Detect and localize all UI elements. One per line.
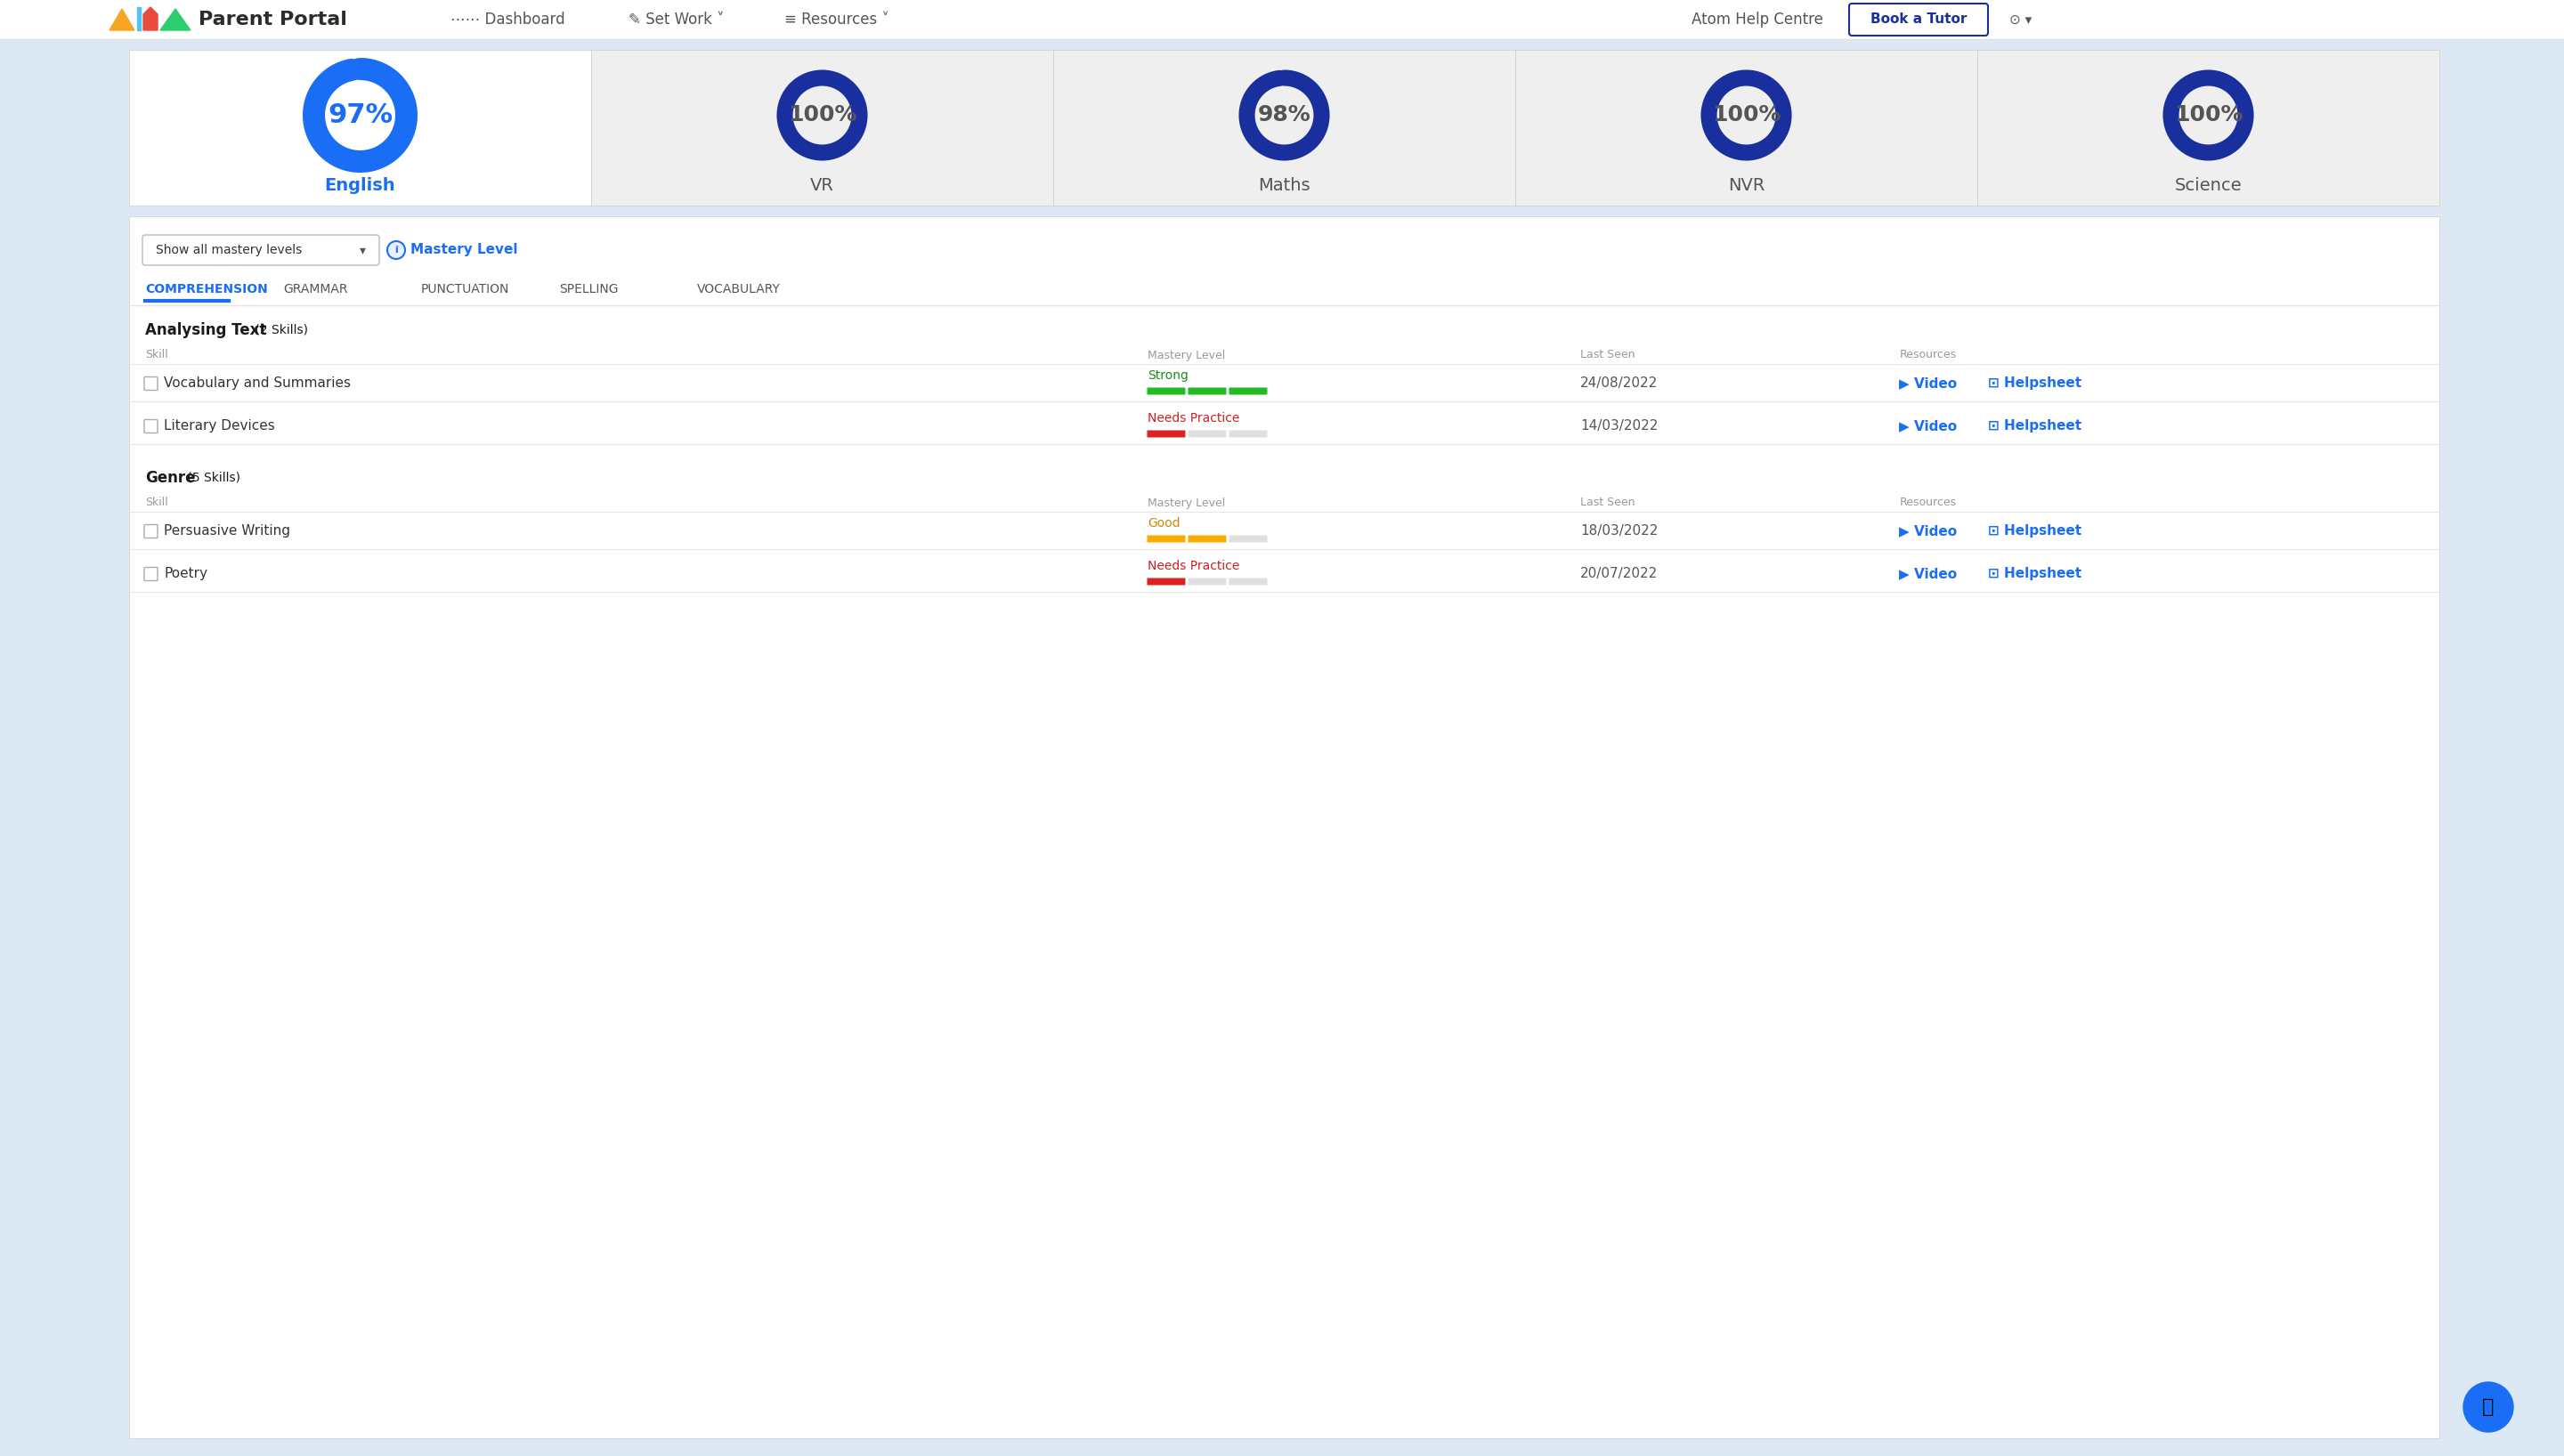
Text: 24/08/2022: 24/08/2022 bbox=[1579, 377, 1659, 390]
Polygon shape bbox=[136, 7, 141, 31]
Text: ⊡ Helpsheet: ⊡ Helpsheet bbox=[1987, 419, 2082, 432]
Text: 98%: 98% bbox=[1256, 105, 1310, 125]
FancyBboxPatch shape bbox=[1977, 50, 2438, 205]
Text: 18/03/2022: 18/03/2022 bbox=[1579, 524, 1659, 537]
Polygon shape bbox=[159, 9, 190, 31]
Text: VOCABULARY: VOCABULARY bbox=[697, 282, 779, 296]
Text: GRAMMAR: GRAMMAR bbox=[282, 282, 349, 296]
Text: PUNCTUATION: PUNCTUATION bbox=[420, 282, 510, 296]
Text: Strong: Strong bbox=[1149, 370, 1187, 381]
Text: Good: Good bbox=[1149, 517, 1179, 530]
FancyBboxPatch shape bbox=[1054, 50, 1515, 205]
FancyBboxPatch shape bbox=[0, 0, 2564, 39]
Text: 20/07/2022: 20/07/2022 bbox=[1579, 568, 1659, 581]
Text: Mastery Level: Mastery Level bbox=[410, 243, 518, 256]
Text: Resources: Resources bbox=[1900, 496, 1956, 508]
Text: Mastery Level: Mastery Level bbox=[1149, 496, 1226, 508]
FancyBboxPatch shape bbox=[144, 377, 156, 390]
Text: 100%: 100% bbox=[1713, 105, 1782, 125]
Polygon shape bbox=[144, 7, 156, 31]
FancyBboxPatch shape bbox=[1146, 387, 1185, 395]
FancyBboxPatch shape bbox=[1849, 3, 1987, 35]
Text: ▾: ▾ bbox=[359, 243, 367, 256]
FancyBboxPatch shape bbox=[1187, 431, 1226, 437]
Text: (5 Skills): (5 Skills) bbox=[182, 472, 241, 485]
Text: SPELLING: SPELLING bbox=[559, 282, 618, 296]
FancyBboxPatch shape bbox=[592, 50, 1054, 205]
Text: Persuasive Writing: Persuasive Writing bbox=[164, 524, 290, 537]
Text: 97%: 97% bbox=[328, 102, 392, 128]
Text: ⊡ Helpsheet: ⊡ Helpsheet bbox=[1987, 377, 2082, 390]
Text: Show all mastery levels: Show all mastery levels bbox=[156, 243, 303, 256]
Text: COMPREHENSION: COMPREHENSION bbox=[146, 282, 267, 296]
FancyBboxPatch shape bbox=[144, 419, 156, 432]
Text: Poetry: Poetry bbox=[164, 568, 208, 581]
Text: NVR: NVR bbox=[1728, 178, 1764, 195]
Circle shape bbox=[387, 242, 405, 259]
Text: Book a Tutor: Book a Tutor bbox=[1869, 13, 1967, 26]
Text: Genre: Genre bbox=[146, 470, 195, 486]
Polygon shape bbox=[110, 9, 133, 31]
Text: Analysing Text: Analysing Text bbox=[146, 322, 267, 338]
Text: Last Seen: Last Seen bbox=[1579, 349, 1636, 361]
Text: ▶ Video: ▶ Video bbox=[1900, 524, 1956, 537]
Text: Vocabulary and Summaries: Vocabulary and Summaries bbox=[164, 377, 351, 390]
Text: (2 Skills): (2 Skills) bbox=[251, 323, 308, 336]
Text: Literary Devices: Literary Devices bbox=[164, 419, 274, 432]
FancyBboxPatch shape bbox=[1228, 431, 1267, 437]
Circle shape bbox=[2464, 1382, 2513, 1431]
Text: 14/03/2022: 14/03/2022 bbox=[1579, 419, 1659, 432]
FancyBboxPatch shape bbox=[1146, 536, 1185, 543]
Text: 100%: 100% bbox=[2174, 105, 2244, 125]
FancyBboxPatch shape bbox=[1228, 578, 1267, 585]
FancyBboxPatch shape bbox=[1187, 536, 1226, 543]
Text: Atom Help Centre: Atom Help Centre bbox=[1692, 12, 1823, 28]
FancyBboxPatch shape bbox=[1146, 578, 1185, 585]
FancyBboxPatch shape bbox=[1187, 578, 1226, 585]
FancyBboxPatch shape bbox=[1515, 50, 1977, 205]
Text: ▶ Video: ▶ Video bbox=[1900, 377, 1956, 390]
FancyBboxPatch shape bbox=[1187, 387, 1226, 395]
Text: i: i bbox=[395, 246, 397, 255]
Text: ⊡ Helpsheet: ⊡ Helpsheet bbox=[1987, 568, 2082, 581]
FancyBboxPatch shape bbox=[1228, 387, 1267, 395]
FancyBboxPatch shape bbox=[1146, 431, 1185, 437]
Text: Skill: Skill bbox=[146, 496, 169, 508]
FancyBboxPatch shape bbox=[144, 234, 379, 265]
Text: ⋯⋯ Dashboard: ⋯⋯ Dashboard bbox=[451, 12, 564, 28]
Text: Science: Science bbox=[2174, 178, 2241, 195]
Text: Parent Portal: Parent Portal bbox=[197, 10, 346, 29]
Text: Maths: Maths bbox=[1259, 178, 1310, 195]
FancyBboxPatch shape bbox=[144, 568, 156, 581]
Text: Skill: Skill bbox=[146, 349, 169, 361]
Text: VR: VR bbox=[810, 178, 833, 195]
FancyBboxPatch shape bbox=[144, 524, 156, 537]
Text: 100%: 100% bbox=[787, 105, 856, 125]
Text: ✎ Set Work ˅: ✎ Set Work ˅ bbox=[628, 12, 726, 28]
Text: Mastery Level: Mastery Level bbox=[1149, 349, 1226, 361]
Text: Needs Practice: Needs Practice bbox=[1149, 559, 1238, 572]
Text: Last Seen: Last Seen bbox=[1579, 496, 1636, 508]
Text: ⊙ ▾: ⊙ ▾ bbox=[2010, 13, 2033, 26]
Text: 💬: 💬 bbox=[2482, 1398, 2495, 1415]
Text: ▶ Video: ▶ Video bbox=[1900, 568, 1956, 581]
FancyBboxPatch shape bbox=[128, 217, 2438, 1439]
Text: ≡ Resources ˅: ≡ Resources ˅ bbox=[785, 12, 890, 28]
Text: Needs Practice: Needs Practice bbox=[1149, 412, 1238, 425]
Text: English: English bbox=[326, 178, 395, 195]
Text: Resources: Resources bbox=[1900, 349, 1956, 361]
FancyBboxPatch shape bbox=[128, 50, 592, 205]
FancyBboxPatch shape bbox=[1228, 536, 1267, 543]
Text: ⊡ Helpsheet: ⊡ Helpsheet bbox=[1987, 524, 2082, 537]
Text: ▶ Video: ▶ Video bbox=[1900, 419, 1956, 432]
